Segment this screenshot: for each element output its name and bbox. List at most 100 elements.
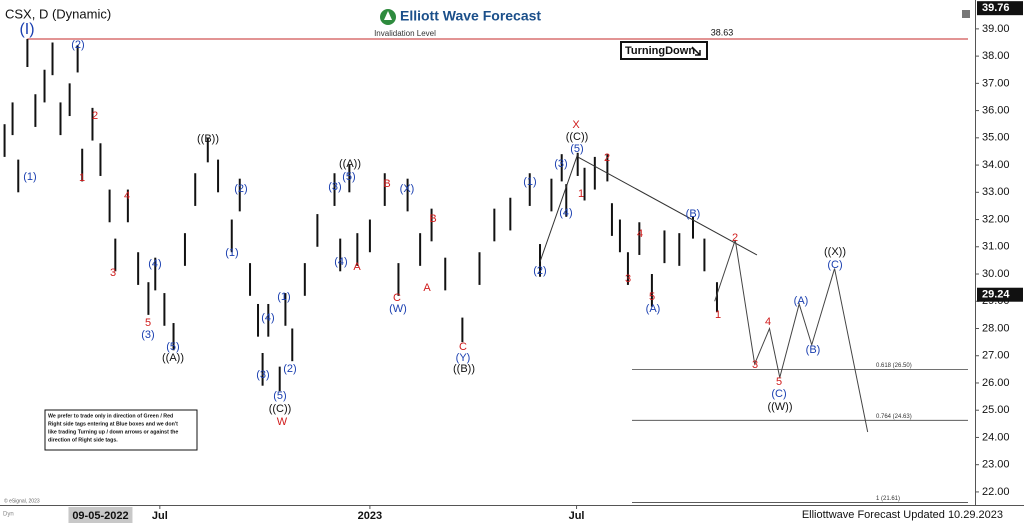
wave-label: 4	[124, 190, 130, 202]
disclaimer-box: We prefer to trade only in direction of …	[44, 409, 198, 451]
wave-label: ((C))	[269, 403, 292, 415]
wave-label: (5)	[342, 171, 355, 183]
wave-label: (3)	[554, 158, 567, 170]
wave-label: ((C))	[566, 131, 589, 143]
brand-name: Elliott Wave Forecast	[400, 8, 541, 24]
y-tick-label: 25.00	[982, 404, 1010, 416]
x-tick-label: Jul	[152, 510, 168, 522]
wave-label: (1)	[23, 171, 36, 183]
wave-label: (4)	[559, 207, 572, 219]
signal-frame	[620, 41, 708, 60]
wave-label: (4)	[334, 256, 347, 268]
wave-label: (3)	[256, 369, 269, 381]
y-tick-label: 24.00	[982, 431, 1010, 443]
signal-text: TurningDown	[625, 45, 695, 57]
invalidation-label: Invalidation Level	[374, 29, 436, 38]
crosshair-date: 09-05-2022	[72, 510, 128, 522]
wave-label: 5	[145, 317, 151, 329]
wave-label: (W)	[389, 303, 407, 315]
wave-label: B	[383, 178, 390, 190]
wave-label: 3	[110, 267, 116, 279]
wave-label: ((B))	[197, 133, 219, 145]
wave-label: ((W))	[767, 401, 792, 413]
price-tag-box	[977, 1, 1023, 16]
footer: Elliottwave Forecast Updated 10.29.2023	[802, 509, 1003, 521]
disclaimer-line: like trading Turning up / down arrows or…	[48, 429, 178, 435]
wave-label: (X)	[400, 183, 415, 195]
fib-label: 1 (21.61)	[876, 496, 900, 502]
price-tag-box	[977, 287, 1023, 302]
price-tag: 29.24	[982, 289, 1010, 301]
wave-label: (C)	[771, 388, 786, 400]
invalidation-value: 38.63	[711, 27, 734, 37]
price-tag: 39.76	[982, 2, 1010, 14]
wave-label: (5)	[273, 390, 286, 402]
wave-label: (5)	[570, 143, 583, 155]
wave-label: B	[429, 213, 436, 225]
logo-icon-mark	[384, 11, 392, 20]
y-tick-label: 39.00	[982, 23, 1010, 35]
fib-label: 0.764 (24.63)	[876, 414, 912, 420]
wave-label: 5	[649, 291, 655, 303]
wave-label: (2)	[283, 363, 296, 375]
y-tick-label: 34.00	[982, 159, 1010, 171]
wave-label: (B)	[806, 344, 821, 356]
y-tick-label: 30.00	[982, 268, 1010, 280]
wave-label: (5)	[166, 341, 179, 353]
wave-label: C	[393, 292, 401, 304]
y-tick-label: 28.00	[982, 322, 1010, 334]
wave-label: (1)	[225, 247, 238, 259]
y-tick-label: 32.00	[982, 213, 1010, 225]
wave-label: 1	[578, 188, 584, 200]
disclaimer-line: Right side tags entering at Blue boxes a…	[48, 421, 178, 427]
x-tick-label: Jul	[569, 510, 585, 522]
wave-label: 5	[776, 376, 782, 388]
wave-label: (4)	[148, 258, 161, 270]
wave-label: (2)	[71, 39, 84, 51]
y-tick-label: 35.00	[982, 132, 1010, 144]
signal-arrow	[691, 46, 701, 56]
x-tick-label: 2023	[358, 510, 382, 522]
wave-label: ((A))	[339, 158, 361, 170]
wave-label: (2)	[533, 265, 546, 277]
wave-label: 3	[625, 273, 631, 285]
disclaimer-line: direction of Right side tags.	[48, 437, 118, 443]
settings-icon[interactable]	[962, 10, 970, 18]
wave-label: (2)	[234, 183, 247, 195]
wave-projection	[714, 239, 869, 433]
wave-label: X	[572, 119, 580, 131]
y-tick-label: 33.00	[982, 186, 1010, 198]
fib-label: 0.618 (26.50)	[876, 363, 912, 369]
wave-label: (3)	[141, 329, 154, 341]
disclaimer-line: We prefer to trade only in direction of …	[48, 413, 173, 419]
wave-label: 2	[604, 152, 610, 164]
wave-label: (4)	[261, 312, 274, 324]
wave-label: A	[423, 282, 431, 294]
wave-label: 2	[92, 110, 98, 122]
signal-box: TurningDown	[620, 41, 708, 60]
wave-label: 3	[752, 359, 758, 371]
trend-line	[539, 154, 579, 262]
wave-label: (3)	[328, 181, 341, 193]
wave-label: (A)	[794, 295, 809, 307]
wave-label: 2	[732, 232, 738, 244]
wave-label: 4	[637, 228, 643, 240]
wave-label: A	[353, 261, 361, 273]
wave-label: ((B))	[453, 363, 475, 375]
wave-label: (1)	[277, 291, 290, 303]
wave-label: 4	[765, 316, 771, 328]
copyright: © eSignal, 2023	[4, 497, 40, 504]
y-tick-label: 31.00	[982, 241, 1010, 253]
dyn-label: Dyn	[3, 512, 14, 518]
y-tick-label: 27.00	[982, 350, 1010, 362]
trend-line	[577, 156, 758, 256]
wave-label: ((X))	[824, 246, 846, 258]
disclaimer-frame	[44, 409, 198, 451]
y-tick-label: 38.00	[982, 50, 1010, 62]
wave-label: ((A))	[162, 352, 184, 364]
wave-label: (1)	[523, 176, 536, 188]
chart-title: CSX, D (Dynamic)	[5, 6, 111, 21]
wave-label: W	[277, 416, 288, 428]
